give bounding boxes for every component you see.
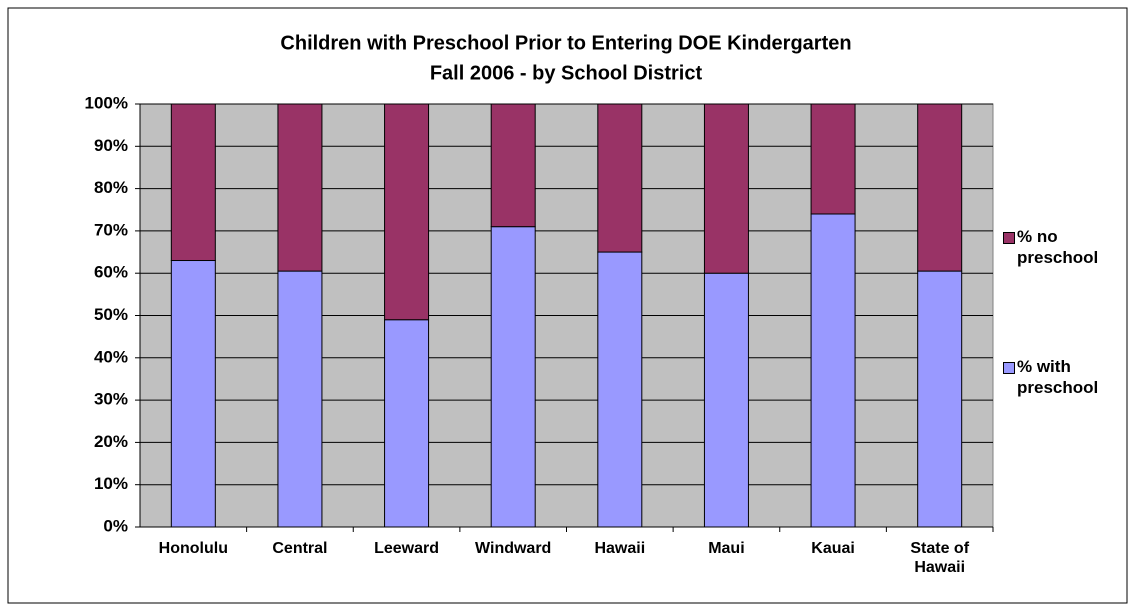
x-tick-label: Windward [475, 540, 552, 557]
y-tick-label: 0% [103, 516, 128, 535]
bar-segment [810, 103, 856, 215]
y-tick-label: 50% [94, 305, 128, 324]
bar-segment [384, 319, 430, 528]
bar-segment [170, 103, 216, 262]
y-tick-label: 10% [94, 474, 128, 493]
x-tick-label: Leeward [374, 540, 440, 557]
y-tick-label: 90% [94, 136, 128, 155]
y-tick-label: 60% [94, 263, 128, 282]
y-tick-label: 80% [94, 178, 128, 197]
y-tick-label: 30% [94, 390, 128, 409]
chart-subtitle: Fall 2006 - by School District [430, 62, 703, 84]
bar-segment [277, 103, 323, 272]
bar-segment [490, 103, 536, 228]
y-tick-label: 70% [94, 220, 128, 239]
bar-segment [703, 272, 749, 528]
bar-segment [597, 251, 643, 528]
bar-segment [810, 213, 856, 528]
bar-segment [703, 103, 749, 274]
x-tick-label: State of Hawaii [910, 540, 970, 576]
chart-title: Children with Preschool Prior to Enterin… [280, 32, 851, 54]
y-tick-label: 20% [94, 432, 128, 451]
y-tick-label: 40% [94, 347, 128, 366]
x-tick-label: Maui [708, 540, 745, 557]
bar-segment [490, 226, 536, 528]
bar-segment [917, 270, 963, 528]
x-tick-label: Kauai [811, 540, 855, 557]
legend-label: % no preschool [1017, 227, 1099, 267]
bar-segment [917, 103, 963, 272]
legend-label: % with preschool [1017, 357, 1099, 397]
x-tick-label: Honolulu [158, 540, 228, 557]
x-tick-label: Central [272, 540, 328, 557]
legend-swatch [1003, 362, 1015, 374]
y-tick-label: 100% [85, 93, 128, 112]
bar-segment [384, 103, 430, 321]
bar-segment [170, 260, 216, 528]
x-tick-label: Hawaii [594, 540, 646, 557]
bar-segment [597, 103, 643, 253]
legend-swatch [1003, 232, 1015, 244]
bar-segment [277, 270, 323, 528]
